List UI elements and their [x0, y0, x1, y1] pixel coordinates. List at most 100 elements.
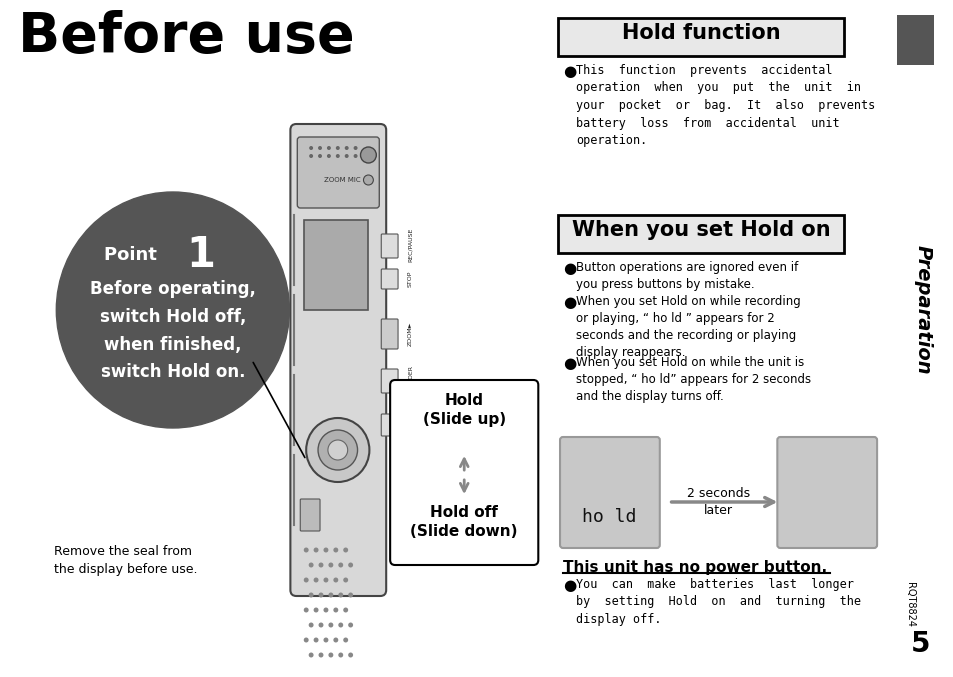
Circle shape: [333, 577, 338, 582]
FancyBboxPatch shape: [300, 499, 319, 531]
Text: HOLD►: HOLD►: [407, 458, 412, 481]
Circle shape: [338, 563, 343, 567]
Text: REC/PAUSE: REC/PAUSE: [407, 228, 412, 262]
Circle shape: [354, 146, 357, 150]
Circle shape: [354, 154, 357, 158]
Circle shape: [323, 638, 328, 642]
Circle shape: [328, 592, 333, 598]
Text: This unit has no power button.: This unit has no power button.: [562, 560, 826, 575]
Circle shape: [328, 653, 333, 657]
Circle shape: [323, 577, 328, 582]
FancyBboxPatch shape: [290, 124, 386, 596]
Text: When you set Hold on: When you set Hold on: [572, 220, 830, 240]
Circle shape: [303, 577, 309, 582]
Circle shape: [309, 154, 313, 158]
Text: Remove the seal from
the display before use.: Remove the seal from the display before …: [54, 545, 197, 576]
Text: 2 seconds
later: 2 seconds later: [686, 487, 749, 517]
Circle shape: [317, 430, 357, 470]
Circle shape: [335, 146, 339, 150]
Circle shape: [333, 548, 338, 552]
Circle shape: [348, 622, 353, 628]
FancyBboxPatch shape: [390, 380, 537, 565]
Text: ●: ●: [562, 578, 576, 593]
Text: Button operations are ignored even if
you press buttons by mistake.: Button operations are ignored even if yo…: [576, 261, 798, 291]
Text: Before operating,
switch Hold off,
when finished,
switch Hold on.: Before operating, switch Hold off, when …: [90, 280, 255, 381]
FancyBboxPatch shape: [381, 369, 397, 393]
Text: You  can  make  batteries  last  longer
by  setting  Hold  on  and  turning  the: You can make batteries last longer by se…: [576, 578, 860, 626]
Circle shape: [318, 653, 323, 657]
Circle shape: [317, 154, 322, 158]
Circle shape: [318, 622, 323, 628]
Text: ho ld: ho ld: [581, 508, 636, 526]
Circle shape: [317, 146, 322, 150]
Text: Hold off
(Slide down): Hold off (Slide down): [410, 505, 517, 539]
Circle shape: [328, 622, 333, 628]
Circle shape: [309, 146, 313, 150]
FancyBboxPatch shape: [559, 437, 659, 548]
Text: 1: 1: [186, 234, 214, 276]
FancyBboxPatch shape: [381, 269, 397, 289]
Circle shape: [314, 548, 318, 552]
FancyBboxPatch shape: [381, 234, 397, 258]
Circle shape: [327, 146, 331, 150]
Text: Before use: Before use: [18, 10, 354, 64]
Circle shape: [309, 653, 314, 657]
FancyBboxPatch shape: [381, 319, 397, 349]
Circle shape: [343, 577, 348, 582]
Circle shape: [338, 592, 343, 598]
Text: Preparation: Preparation: [913, 245, 932, 375]
Circle shape: [333, 607, 338, 613]
Circle shape: [303, 548, 309, 552]
Circle shape: [348, 653, 353, 657]
FancyBboxPatch shape: [558, 215, 843, 253]
FancyBboxPatch shape: [304, 220, 368, 310]
Circle shape: [333, 638, 338, 642]
Text: When you set Hold on while recording
or playing, “ ho ld ” appears for 2
seconds: When you set Hold on while recording or …: [576, 295, 800, 359]
Circle shape: [363, 175, 373, 185]
Circle shape: [344, 154, 348, 158]
Circle shape: [348, 592, 353, 598]
FancyBboxPatch shape: [297, 137, 379, 208]
Circle shape: [318, 592, 323, 598]
Circle shape: [309, 622, 314, 628]
Text: STOP: STOP: [407, 271, 412, 287]
Circle shape: [314, 638, 318, 642]
Text: Point: Point: [104, 246, 163, 264]
Circle shape: [338, 653, 343, 657]
Circle shape: [303, 638, 309, 642]
Circle shape: [338, 622, 343, 628]
Text: Hold
(Slide up): Hold (Slide up): [422, 393, 505, 427]
Circle shape: [318, 563, 323, 567]
Circle shape: [343, 548, 348, 552]
Text: ●: ●: [562, 356, 576, 371]
Circle shape: [348, 563, 353, 567]
Text: ERASE: ERASE: [407, 415, 412, 435]
FancyBboxPatch shape: [896, 15, 933, 65]
Text: ●: ●: [562, 261, 576, 276]
Text: RQT8824: RQT8824: [903, 582, 914, 628]
Circle shape: [360, 147, 375, 163]
Text: ZOOM MIC: ZOOM MIC: [324, 177, 360, 183]
FancyBboxPatch shape: [558, 18, 843, 56]
Text: ZOOM►: ZOOM►: [407, 322, 412, 346]
Circle shape: [323, 607, 328, 613]
Text: Hold function: Hold function: [621, 23, 780, 43]
Circle shape: [56, 192, 289, 428]
Circle shape: [344, 146, 348, 150]
Circle shape: [323, 548, 328, 552]
Text: ●: ●: [562, 295, 576, 310]
Circle shape: [328, 440, 347, 460]
FancyBboxPatch shape: [777, 437, 876, 548]
Circle shape: [303, 607, 309, 613]
Circle shape: [343, 607, 348, 613]
Circle shape: [309, 563, 314, 567]
Circle shape: [327, 154, 331, 158]
Circle shape: [335, 154, 339, 158]
Text: ●: ●: [562, 64, 576, 79]
Circle shape: [306, 418, 369, 482]
Circle shape: [314, 577, 318, 582]
Circle shape: [314, 607, 318, 613]
Text: ■FOLDER: ■FOLDER: [407, 366, 412, 397]
Circle shape: [343, 638, 348, 642]
Circle shape: [309, 592, 314, 598]
